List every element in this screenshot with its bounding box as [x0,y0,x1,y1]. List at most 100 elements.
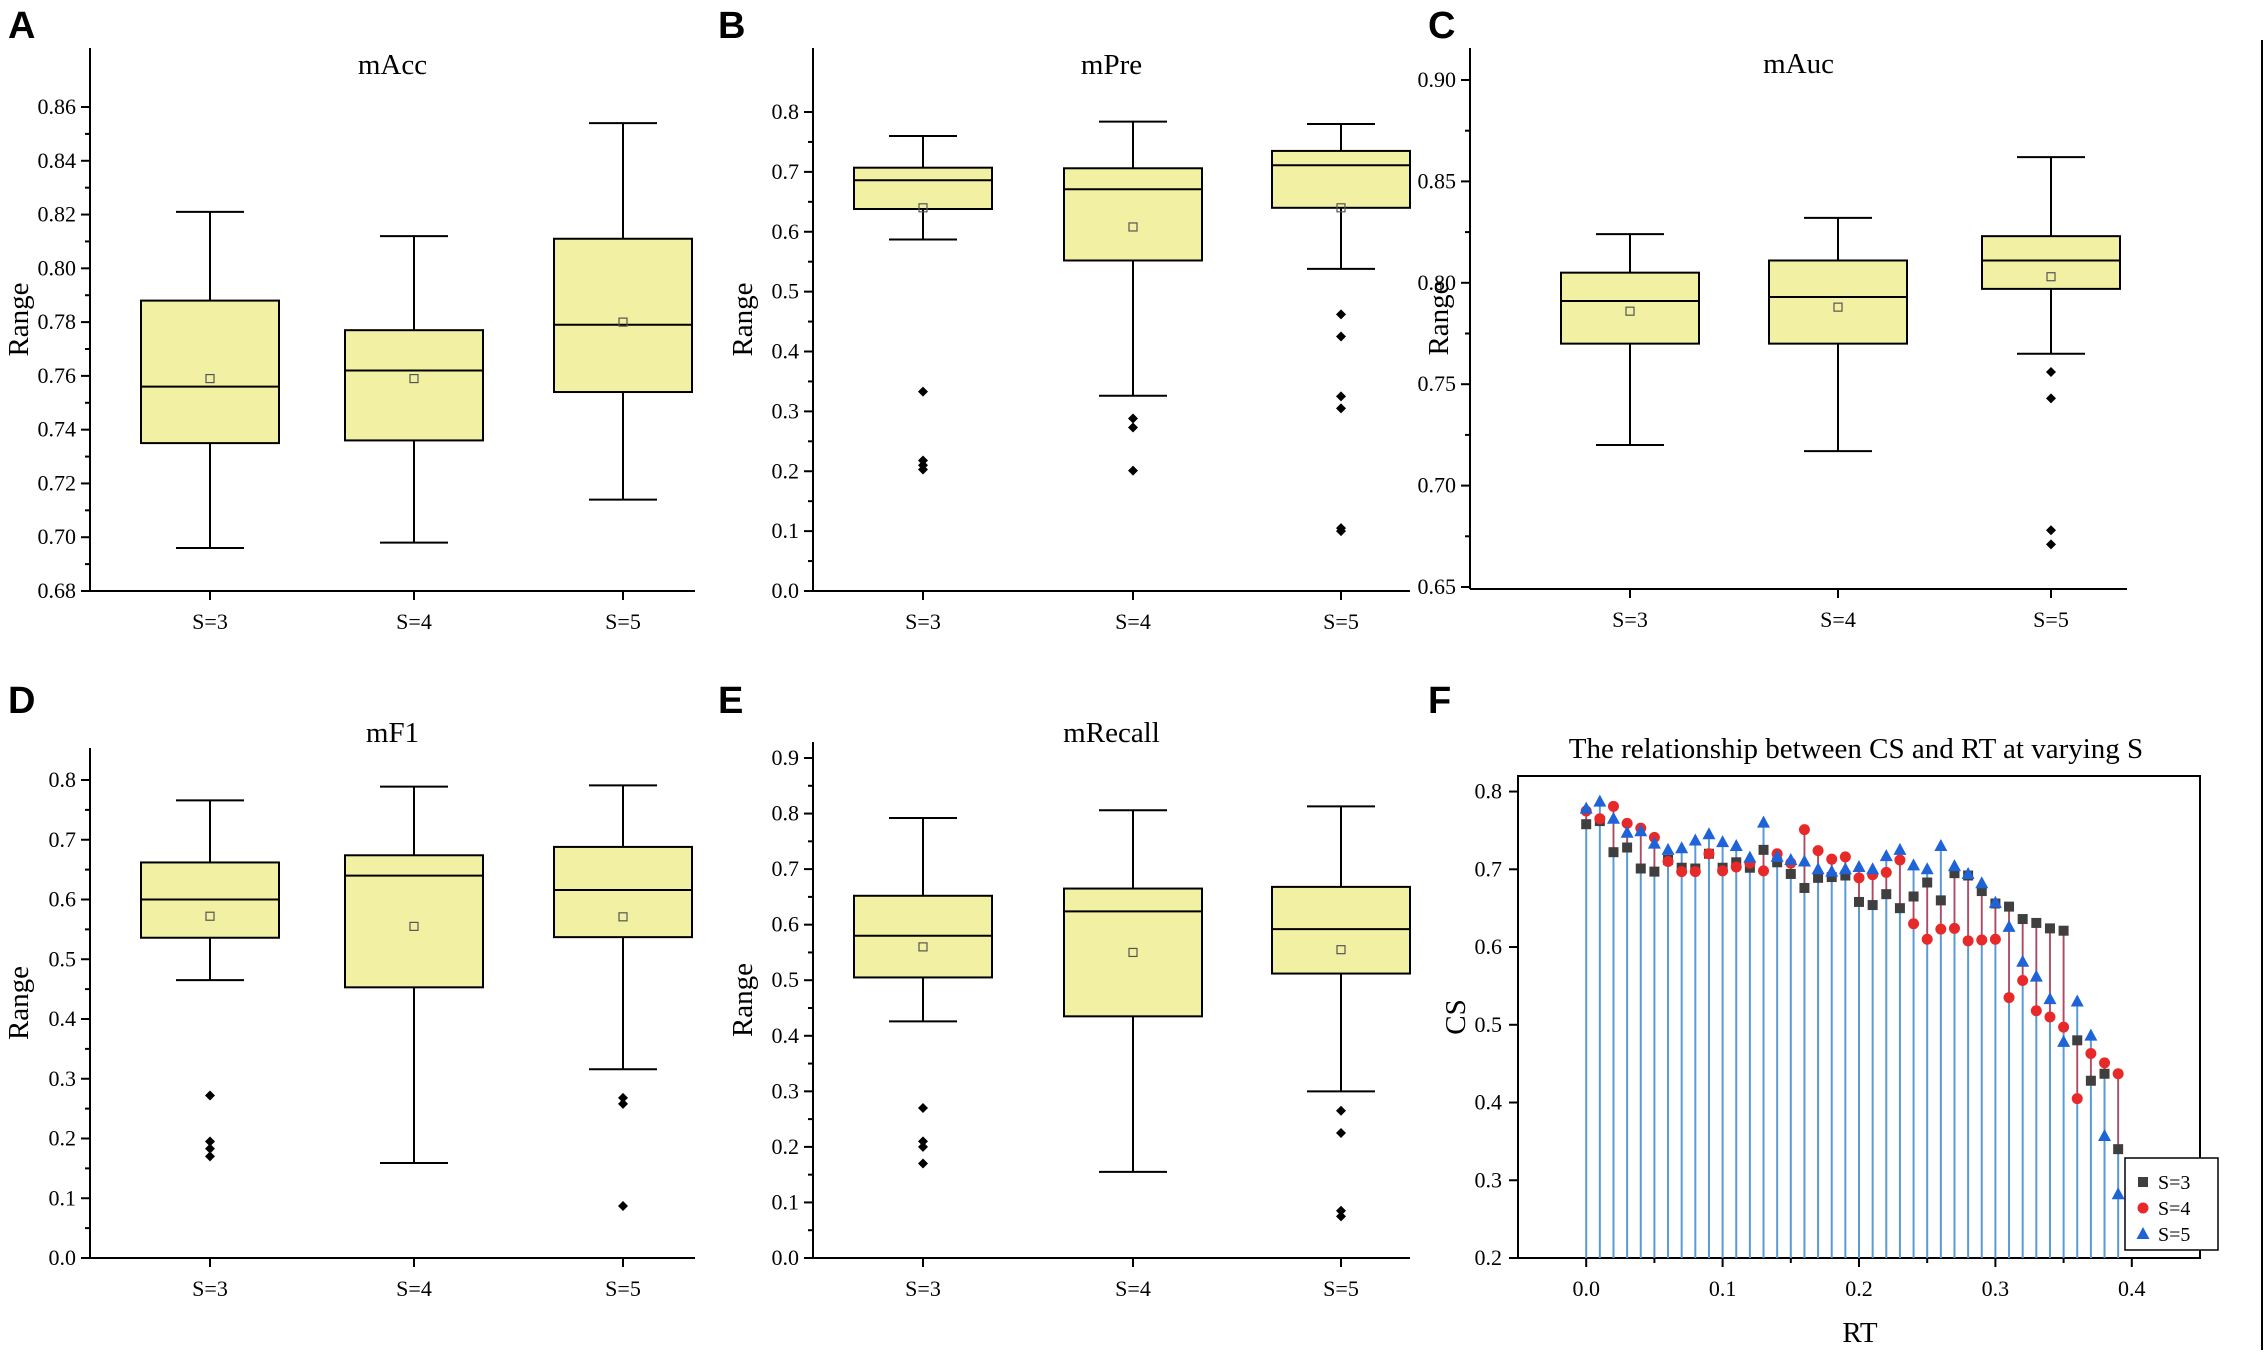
box-iqr [1063,167,1203,262]
data-point [2085,1048,2097,1060]
y-tick-label: 0.75 [1418,371,1457,396]
data-point [1757,815,1771,828]
data-point [1934,838,1948,851]
data-point [2031,917,2042,928]
data-point [1797,854,1811,867]
data-point [1894,854,1906,866]
data-point [1949,868,1960,879]
box-mean-marker [1625,306,1635,316]
data-point [1988,895,2002,908]
data-point [1907,858,1921,871]
data-point [1730,861,1742,873]
data-point [1920,862,1934,875]
x-tick-label: S=4 [396,1276,432,1301]
data-point [1703,848,1715,860]
data-point [1579,801,1593,814]
data-point [1894,903,1905,914]
data-point [1813,872,1824,883]
y-axis-title: Range [3,282,35,356]
series-s-4 [1580,800,2124,1105]
box-mean-marker [409,921,419,931]
data-point [1606,811,1620,824]
y-tick-label: 0.4 [772,1023,800,1048]
y-tick-label: 0.82 [38,202,77,227]
data-point [1935,895,1946,906]
outlier-point [618,1201,628,1212]
y-tick-label: 0.4 [1475,1090,1503,1115]
data-point [1634,824,1648,837]
box-mean-marker [205,911,215,921]
x-axis-title: RT [1842,1317,1878,1349]
y-tick-label: 0.2 [1475,1245,1503,1270]
box-iqr [853,166,993,210]
data-point [2029,969,2043,982]
data-point [1675,841,1689,854]
outlier-point [1336,391,1346,402]
outlier-point [1336,1105,1346,1116]
y-tick-label: 0.8 [772,99,800,124]
data-point [1688,833,1702,846]
data-point [1622,842,1633,853]
outlier-point [205,1151,215,1162]
y-tick-label: 0.2 [772,1134,800,1159]
data-point [1866,862,1880,875]
data-point [1961,866,1975,879]
data-point [2004,901,2015,912]
y-tick-label: 0.6 [49,887,77,912]
outlier-point [918,1103,928,1113]
outlier-point [918,464,928,475]
y-tick-label: 0.6 [772,219,800,244]
outlier-point [918,1158,928,1169]
data-point [1743,850,1757,863]
data-point [1676,866,1688,878]
data-point [1853,872,1865,884]
y-tick-label: 0.4 [772,339,800,364]
box-iqr [344,854,484,989]
data-point [1772,857,1783,868]
y-tick-label: 0.0 [772,1245,800,1270]
data-point [1881,889,1892,900]
box-mean-marker [1128,947,1138,958]
legend-marker [2136,1227,2150,1239]
data-point [2072,1035,2083,1046]
data-point [1661,842,1675,855]
y-tick-label: 0.2 [49,1126,77,1151]
data-point [2113,1144,2124,1155]
data-point [2057,1034,2071,1047]
y-tick-label: 0.6 [772,912,800,937]
outlier-point [205,1090,215,1101]
data-point [1921,933,1933,945]
y-tick-label: 0.5 [772,279,800,304]
box-iqr [553,237,693,394]
chart-title: mAuc [1763,48,1834,80]
outlier-point [618,1092,628,1103]
panel-letter: F [1428,680,1451,722]
data-point [1607,800,1619,812]
y-tick-label: 0.90 [1418,67,1457,92]
y-tick-label: 0.76 [38,363,77,388]
outlier-point [918,386,928,397]
x-tick-label: 0.4 [2118,1276,2146,1301]
x-tick-label: S=4 [1115,609,1151,634]
data-point [1880,866,1892,878]
data-point [1811,862,1825,875]
y-tick-label: 0.0 [49,1245,77,1270]
box-iqr [1271,885,1411,975]
data-point [1717,865,1729,877]
data-point [1893,842,1907,855]
y-tick-label: 0.86 [38,94,77,119]
data-point [2058,1021,2070,1033]
y-tick-label: 0.5 [49,946,77,971]
data-point [2111,1187,2125,1200]
box-mean-marker [918,942,928,952]
y-axis-title: Range [727,282,759,356]
data-point [1581,819,1592,830]
legend-label: S=5 [2158,1224,2190,1246]
legend-marker [2137,1202,2149,1214]
y-tick-label: 0.78 [38,309,77,334]
data-point [2017,974,2029,986]
panel-letter: B [718,5,745,47]
